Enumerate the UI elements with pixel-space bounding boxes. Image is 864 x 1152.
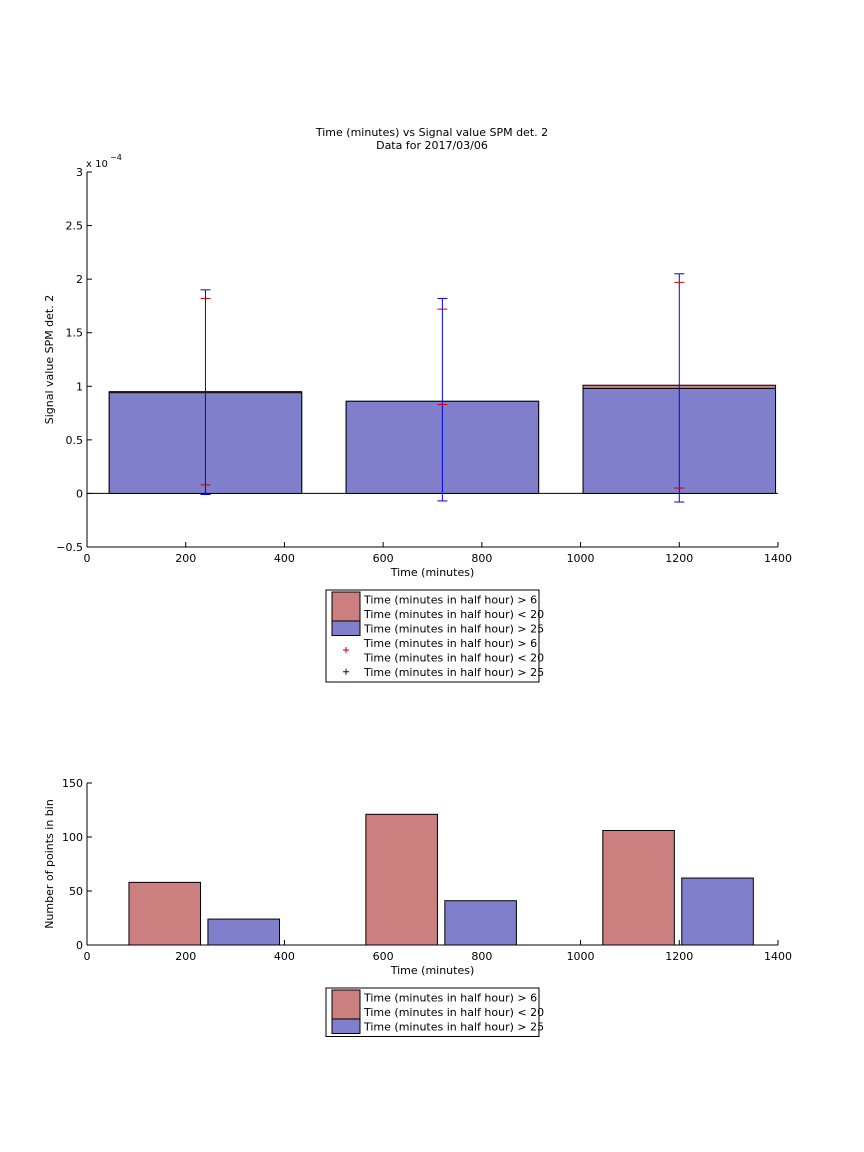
signal-x-tick-label: 1000 (567, 552, 595, 565)
count-legend-text: Time (minutes in half hour) > 25 (363, 1021, 544, 1034)
signal-legend-text: Time (minutes in half hour) > 6 (363, 594, 537, 607)
signal-y-tick-label: 2 (76, 273, 83, 286)
signal-x-axis-label: Time (minutes) (390, 566, 475, 579)
signal-y-tick-label: 1 (76, 380, 83, 393)
signal-y-tick-label: 0.5 (66, 434, 84, 447)
count-chart: 0 200 400 600 800 1000 1200 1400 0 50 100 150 Time (… (43, 777, 792, 1037)
signal-x-tick-label: 1400 (764, 552, 792, 565)
count-bar-red-1 (365, 813, 438, 946)
signal-chart: 0 200 400 600 800 1000 1200 1400−0.500.511.522.… (43, 126, 792, 683)
count-x-tick-label: 1400 (764, 950, 792, 963)
signal-x-tick-label: 1200 (665, 552, 693, 565)
signal-legend-text: Time (minutes in half hour) > 25 (363, 623, 544, 636)
chart-title: Time (minutes) vs Signal value SPM det. … (315, 126, 548, 139)
count-y-tick-label: 150 (62, 777, 83, 790)
signal-y-axis-label: Signal value SPM det. 2 (43, 295, 56, 425)
count-x-tick-label: 0 (84, 950, 91, 963)
signal-y-tick-label: 0 (76, 487, 83, 500)
exponent-power: −4 (110, 153, 122, 162)
count-x-tick-label: 200 (175, 950, 196, 963)
count-bar-blue-0 (207, 918, 280, 946)
count-x-tick-label: 600 (373, 950, 394, 963)
count-x-tick-label: 1000 (567, 950, 595, 963)
count-legend (325, 987, 540, 1037)
signal-y-tick-label: −0.5 (56, 541, 83, 554)
count-bar-red-0 (128, 881, 202, 946)
signal-y-tick-label: 2.5 (66, 220, 84, 233)
exponent-label: x 10 (86, 159, 108, 170)
signal-x-tick-label: 600 (373, 552, 394, 565)
signal-legend (325, 589, 540, 683)
count-bar-blue-1 (444, 900, 517, 946)
count-legend-text: Time (minutes in half hour) > 6 (363, 992, 537, 1005)
signal-legend-text: Time (minutes in half hour) < 20 (363, 652, 544, 665)
signal-legend-text: Time (minutes in half hour) < 20 (363, 608, 544, 621)
signal-legend-text: Time (minutes in half hour) > 25 (363, 666, 544, 679)
count-bar-blue-2 (681, 877, 754, 946)
signal-y-tick-label: 3 (76, 166, 83, 179)
count-legend-swatch-red (331, 989, 361, 1020)
count-bar-red-2 (602, 830, 675, 946)
signal-legend-swatch-red (331, 591, 361, 622)
count-legend-text: Time (minutes in half hour) < 20 (363, 1006, 544, 1019)
count-y-tick-label: 100 (62, 831, 83, 844)
count-y-axis-label: Number of points in bin (43, 799, 56, 929)
count-x-tick-label: 800 (471, 950, 492, 963)
count-legend-swatch-blue (331, 1018, 361, 1034)
signal-x-tick-label: 800 (471, 552, 492, 565)
count-x-tick-label: 400 (274, 950, 295, 963)
count-x-axis-label: Time (minutes) (390, 964, 475, 977)
signal-legend-marker-blue (343, 668, 349, 675)
signal-y-tick-label: 1.5 (66, 327, 84, 340)
signal-legend-marker-red (343, 647, 349, 653)
signal-legend-text: Time (minutes in half hour) > 6 (363, 637, 537, 650)
signal-x-tick-label: 200 (175, 552, 196, 565)
signal-x-tick-label: 0 (84, 552, 91, 565)
signal-legend-swatch-blue (331, 620, 361, 636)
count-y-tick-label: 50 (69, 885, 83, 898)
count-x-tick-label: 1200 (665, 950, 693, 963)
count-y-tick-label: 0 (76, 939, 83, 952)
chart-subtitle: Data for 2017/03/06 (376, 139, 488, 152)
signal-x-tick-label: 400 (274, 552, 295, 565)
